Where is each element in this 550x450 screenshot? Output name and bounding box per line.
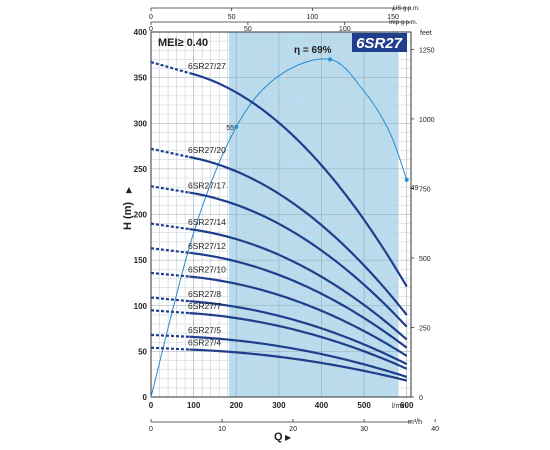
series-label: 6SR27/5 [188, 325, 221, 335]
efficiency-point [404, 177, 409, 182]
feet-tick-label: 0 [419, 395, 423, 402]
x-tick-label: 400 [315, 401, 329, 410]
efficiency-curve: 55 49 [150, 57, 419, 398]
head-curve-dashed [150, 147, 190, 159]
head-curve-dashed [150, 346, 190, 351]
y-axis-title: H (m) [122, 202, 134, 230]
y-tick-label: 200 [134, 211, 148, 220]
y2-unit-label: feet [420, 30, 432, 37]
y-tick-label: 50 [138, 347, 147, 356]
us-gpm-tick-label: 100 [307, 14, 319, 21]
feet-tick-label: 500 [419, 256, 431, 263]
x-tick-label: 200 [230, 401, 244, 410]
head-curve [189, 251, 408, 349]
head-curve-dashed [150, 247, 190, 254]
efficiency-point-label: 49 [411, 185, 419, 192]
series-label: 6SR27/7 [188, 301, 221, 311]
us-gpm-tick-label: 0 [149, 14, 153, 21]
us-gpm-tick-label: 150 [387, 14, 399, 21]
x-tick-label: 300 [272, 401, 286, 410]
y-tick-label: 0 [143, 393, 148, 402]
series-label: 6SR27/8 [188, 289, 221, 299]
x2-unit-label: m³/h [408, 419, 422, 426]
x-tick-label: 100 [187, 401, 201, 410]
x-axis-arrow: ▶ [285, 433, 292, 442]
series-label: 6SR27/12 [188, 241, 226, 251]
series-label: 6SR27/20 [188, 145, 226, 155]
x-tick-label: 600 [400, 401, 414, 410]
x-tick-label: 0 [149, 401, 154, 410]
head-curve-dashed [150, 222, 190, 231]
head-curve [189, 275, 408, 357]
y-tick-label: 400 [134, 28, 148, 37]
m3h-tick-label: 10 [218, 426, 226, 433]
y-tick-label: 350 [134, 74, 148, 83]
feet-tick-label: 1000 [419, 117, 435, 124]
y-tick-label: 150 [134, 256, 148, 265]
efficiency-point-label: 55 [226, 125, 234, 132]
head-curve [189, 335, 408, 378]
imp-gpm-tick-label: 100 [339, 26, 351, 33]
y-tick-label: 300 [134, 119, 148, 128]
plot-frame [150, 7, 412, 423]
head-curve-dashed [150, 309, 190, 315]
efficiency-point [328, 57, 333, 62]
series-label: 6SR27/27 [188, 61, 226, 71]
head-curve [189, 311, 408, 370]
series-label: 6SR27/17 [188, 181, 226, 191]
m3h-tick-label: 40 [431, 426, 439, 433]
head-curve-dashed [150, 271, 190, 278]
us-gpm-tick-label: 50 [228, 14, 236, 21]
head-curve [189, 71, 408, 288]
feet-tick-label: 1250 [419, 47, 435, 54]
m3h-tick-label: 30 [360, 426, 368, 433]
head-curve [189, 348, 408, 382]
efficiency-label: η = 69% [294, 45, 332, 56]
plot-border [150, 31, 412, 398]
series-label: 6SR27/14 [188, 217, 226, 227]
head-curve [189, 155, 408, 316]
feet-tick-label: 250 [419, 325, 431, 332]
head-curve [189, 300, 408, 366]
m3h-tick-label: 20 [289, 426, 297, 433]
x-axis-title: Q [274, 431, 283, 443]
imp-gpm-tick-label: 0 [149, 26, 153, 33]
head-curve-dashed [150, 333, 190, 338]
feet-tick-label: 750 [419, 186, 431, 193]
head-curve-dashed [150, 185, 190, 194]
head-curve-dashed [150, 61, 190, 75]
chart-title: 6SR27 [356, 35, 403, 52]
head-curve-dashed [150, 296, 190, 303]
axes: 0 100 200 300 400 500 600050100150200250300350… [134, 8, 439, 433]
us-gpm-label: US g.p.m. [393, 6, 420, 12]
series-label: 6SR27/4 [188, 338, 221, 348]
x-tick-label: 500 [357, 401, 371, 410]
model-badge-bg [352, 33, 407, 52]
efficiency-line [150, 58, 408, 398]
m3h-tick-label: 0 [149, 426, 153, 433]
x-unit-label: l/min [392, 403, 407, 410]
efficiency-point [234, 124, 239, 129]
mei-badge: MEI≥ 0.40 [158, 37, 208, 49]
y-tick-label: 100 [134, 302, 148, 311]
series-label: 6SR27/10 [188, 265, 226, 275]
head-curve [189, 228, 408, 341]
y-tick-label: 250 [134, 165, 148, 174]
head-curve [189, 191, 408, 328]
y-axis-arrow: ▶ [124, 186, 133, 193]
imp-gpm-label: Imp g.p.m. [389, 20, 418, 26]
head-curves: 6SR27/27 6SR27/20 6SR27/17 6SR27/14 6SR27/12… [150, 61, 408, 382]
imp-gpm-tick-label: 50 [244, 26, 252, 33]
